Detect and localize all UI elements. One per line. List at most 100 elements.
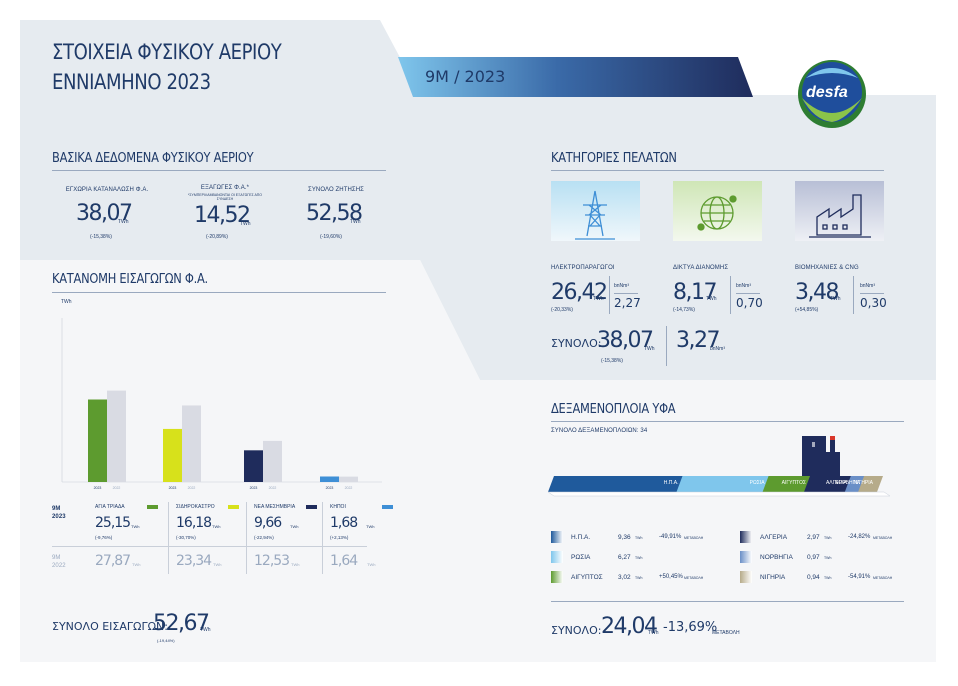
basic-item-unit: TWh xyxy=(350,219,361,225)
customer-unit: TWh xyxy=(706,296,717,302)
basic-section-title: ΒΑΣΙΚΑ ΔΕΔΟΜΕΝΑ ΦΥΣΙΚΟΥ ΑΕΡΙΟΥ xyxy=(52,151,254,166)
import-value-unit: TWh xyxy=(366,524,375,529)
bar-2022-1 xyxy=(107,390,126,482)
basic-item-label: ΕΞΑΓΩΓΕΣ Φ.Α.* xyxy=(200,185,250,191)
imports-section-title: ΚΑΤΑΝΟΜΗ ΕΙΣΑΓΩΓΩΝ Φ.Α. xyxy=(52,272,208,287)
ship-segment-label: Η.Π.Α. xyxy=(663,480,679,486)
basic-item-label: ΕΓΧΩΡΙΑ ΚΑΤΑΝΑΛΩΣΗ Φ.Α. xyxy=(65,187,149,193)
imports-total-label: ΣΥΝΟΛΟ ΕΙΣΑΓΩΓΩΝ: xyxy=(52,620,168,633)
row-label-current-year: 2023 xyxy=(52,514,66,520)
country-value: 9,36 xyxy=(618,534,631,541)
bar-2023-2 xyxy=(163,428,182,482)
import-column-separator xyxy=(168,502,169,574)
country-change: -24,82% xyxy=(848,534,871,540)
ship-segment-label: ΝΟΡΒΗΓΙΑ xyxy=(834,480,861,486)
customer-change: (+54,85%) xyxy=(795,307,819,313)
lng-list-divider xyxy=(551,601,904,602)
import-value-2023: 16,18 xyxy=(176,515,212,531)
customer-bnm-divider xyxy=(614,293,638,294)
x-tick-label: 2023 xyxy=(94,486,102,490)
desfa-logo xyxy=(798,60,866,128)
customer-bnm-divider xyxy=(736,293,760,294)
country-swatch xyxy=(551,571,563,583)
customer-value: 26,42 xyxy=(551,280,608,305)
import-category-label: ΚΗΠΟΙ xyxy=(330,504,346,510)
country-unit: TWh xyxy=(635,576,643,580)
import-column-separator xyxy=(246,502,247,574)
customer-bnm-value: 0,30 xyxy=(860,296,887,310)
country-unit: TWh xyxy=(635,536,643,540)
customer-unit: TWh xyxy=(593,296,604,302)
import-value-unit: TWh xyxy=(213,562,222,567)
import-value-2023: 25,15 xyxy=(95,515,131,531)
country-unit: TWh xyxy=(824,576,832,580)
lng-total-change: -13,69% xyxy=(663,620,718,635)
period-banner xyxy=(398,57,753,97)
page-subtitle: ΕΝΝΙΑΜΗΝΟ 2023 xyxy=(52,70,211,94)
ship-superstructure-icon xyxy=(802,436,840,476)
basic-divider xyxy=(52,170,386,171)
country-name: ΑΙΓΥΠΤΟΣ xyxy=(571,574,603,581)
bar-2022-4 xyxy=(339,476,358,482)
customers-total-unit: TWh xyxy=(644,346,655,352)
country-change: -54,91% xyxy=(848,574,871,580)
country-swatch xyxy=(740,531,752,543)
customers-total-separator xyxy=(666,326,667,366)
customer-unit: TWh xyxy=(830,296,841,302)
country-unit: TWh xyxy=(824,556,832,560)
globe-network-icon xyxy=(697,195,737,231)
bar-2022-3 xyxy=(263,440,282,482)
y-axis-label: TWh xyxy=(61,299,72,305)
imports-total-change: (-19,44%) xyxy=(157,638,175,643)
bar-2023-3 xyxy=(244,450,263,482)
customer-separator xyxy=(853,276,854,314)
customer-bnm-unit: bnNm³ xyxy=(860,283,876,289)
country-change: -49,91% xyxy=(659,534,682,540)
power-pylon-icon xyxy=(575,190,615,240)
customer-icon-tiles xyxy=(551,181,884,241)
row-label-prev-year: 2022 xyxy=(52,563,66,569)
lng-total-label: ΣΥΝΟΛΟ: xyxy=(551,624,602,637)
x-tick-label: 2022 xyxy=(188,486,196,490)
imports-total-value: 52,67 xyxy=(153,611,210,636)
import-value-2022: 27,87 xyxy=(95,553,131,569)
country-unit: TWh xyxy=(824,536,832,540)
country-unit: TWh xyxy=(635,556,643,560)
period-label: 9M / 2023 xyxy=(425,67,506,86)
country-change-unit: ΜΕΤΑΒΟΛΗ xyxy=(684,536,704,540)
lng-divider xyxy=(551,421,904,422)
import-value-unit: TWh xyxy=(367,562,376,567)
ship-segment-label: ΑΛΓΕΡΙΑ xyxy=(825,480,847,486)
import-category-swatch xyxy=(306,505,317,509)
ship-segment-label: ΑΙΓΥΠΤΟΣ xyxy=(781,480,806,486)
country-change-unit: ΜΕΤΑΒΟΛΗ xyxy=(873,576,893,580)
import-value-unit: TWh xyxy=(291,562,300,567)
customer-change: (-20,33%) xyxy=(551,307,573,313)
lng-total-unit: TWh xyxy=(648,630,659,636)
import-value-2023: 9,66 xyxy=(254,515,282,531)
country-name: ΑΛΓΕΡΙΑ xyxy=(760,534,788,541)
customer-bnm-unit: bnNm³ xyxy=(614,283,630,289)
ship-segment-2 xyxy=(676,476,775,492)
basic-item-label: ΣΥΝΟΛΟ ΖΗΤΗΣΗΣ xyxy=(308,187,364,193)
country-value: 3,02 xyxy=(618,574,631,581)
country-value: 2,97 xyxy=(807,534,820,541)
basic-item-note: *ΣΥΜΠΕΡΙΛΑΜΒΑΝΟΝΤΑΙ ΟΙ ΕΞΑΓΩΓΕΣ ΑΠΟ ΣΥΝΔ… xyxy=(187,193,263,201)
basic-item-change: (-19,60%) xyxy=(320,234,342,240)
page-title: ΣΤΟΙΧΕΙΑ ΦΥΣΙΚΟΥ ΑΕΡΙΟΥ xyxy=(52,40,282,64)
country-name: ΝΟΡΒΗΓΙΑ xyxy=(760,554,793,561)
customer-bnm-value: 2,27 xyxy=(614,296,641,310)
ship-segment-3 xyxy=(762,476,817,492)
x-tick-label: 2023 xyxy=(169,486,177,490)
x-tick-label: 2022 xyxy=(113,486,121,490)
country-name: ΝΙΓΗΡΙΑ xyxy=(760,574,786,581)
import-change: (-22,94%) xyxy=(254,535,274,540)
row-label-prev: 9M xyxy=(52,555,61,561)
x-tick-label: 2023 xyxy=(250,486,258,490)
customer-label: ΗΛΕΚΤΡΟΠΑΡΑΓΩΓΟΙ xyxy=(551,265,615,271)
imports-bar-chart: TWh 2023 2022 2023 2022 2023 2022 2023 2022 xyxy=(61,299,382,490)
bar-2023-4 xyxy=(320,476,339,482)
import-value-2022: 23,34 xyxy=(176,553,212,569)
customer-label: ΔΙΚΤΥΑ ΔΙΑΝΟΜΗΣ xyxy=(673,265,729,271)
ship-waterline xyxy=(547,491,891,497)
